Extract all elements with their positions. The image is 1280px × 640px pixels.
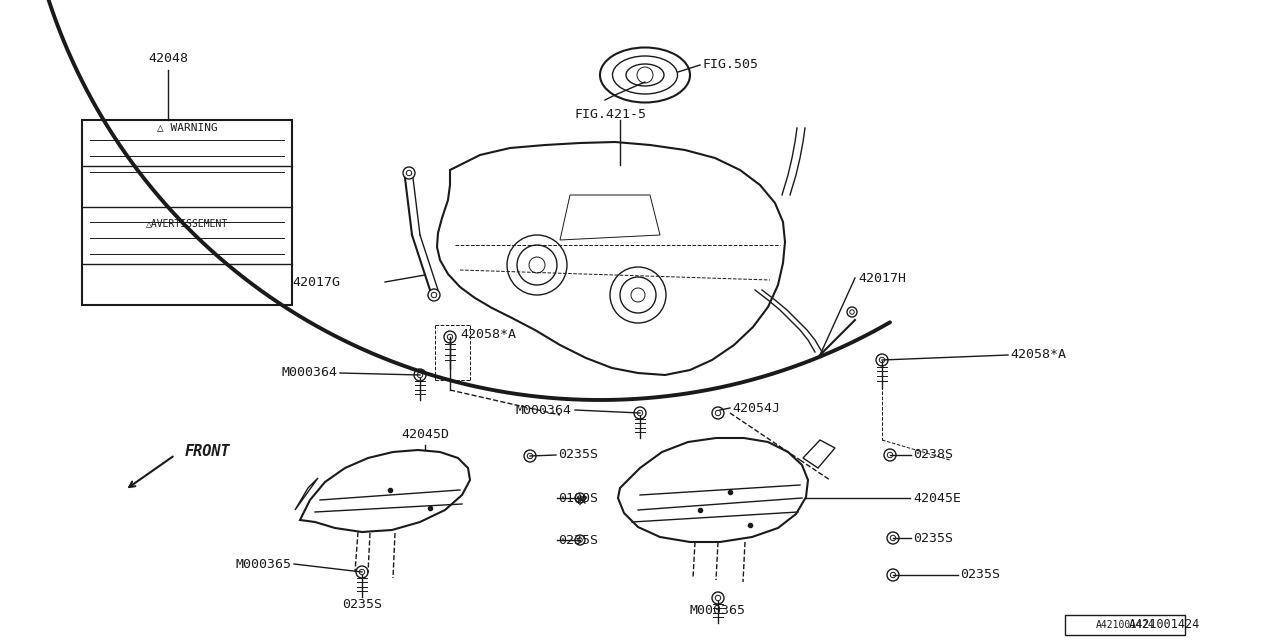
- Circle shape: [634, 407, 646, 419]
- Text: 42048: 42048: [148, 51, 188, 65]
- Text: 0235S: 0235S: [342, 598, 381, 611]
- Text: 0235S: 0235S: [558, 449, 598, 461]
- Circle shape: [360, 570, 365, 575]
- Text: FRONT: FRONT: [186, 445, 230, 460]
- Circle shape: [413, 369, 426, 381]
- Circle shape: [891, 572, 896, 578]
- Text: 42058*A: 42058*A: [1010, 349, 1066, 362]
- Circle shape: [887, 452, 892, 458]
- Circle shape: [575, 535, 585, 545]
- Polygon shape: [803, 440, 835, 468]
- Polygon shape: [294, 478, 317, 510]
- Circle shape: [847, 307, 858, 317]
- Circle shape: [637, 67, 653, 83]
- Circle shape: [879, 357, 884, 363]
- Text: FIG.505: FIG.505: [703, 58, 759, 72]
- Circle shape: [716, 410, 721, 416]
- Circle shape: [406, 170, 412, 176]
- Text: 0235S: 0235S: [558, 534, 598, 547]
- Polygon shape: [1065, 615, 1185, 635]
- Text: M000365: M000365: [236, 557, 292, 570]
- Text: 0238S: 0238S: [913, 449, 954, 461]
- Circle shape: [611, 267, 666, 323]
- Circle shape: [716, 595, 721, 601]
- Circle shape: [431, 292, 436, 298]
- Circle shape: [891, 535, 896, 541]
- Text: 42045E: 42045E: [913, 492, 961, 504]
- Text: △AVERTISSEMENT: △AVERTISSEMENT: [146, 218, 228, 228]
- Text: 0100S: 0100S: [558, 492, 598, 504]
- Circle shape: [507, 235, 567, 295]
- Text: 42017H: 42017H: [858, 271, 906, 285]
- Circle shape: [577, 538, 582, 542]
- Circle shape: [712, 592, 724, 604]
- Circle shape: [444, 331, 456, 343]
- Text: M000364: M000364: [282, 367, 338, 380]
- Circle shape: [575, 493, 585, 503]
- Circle shape: [524, 450, 536, 462]
- Text: M000364: M000364: [516, 403, 572, 417]
- Polygon shape: [82, 120, 292, 305]
- Polygon shape: [618, 438, 808, 542]
- Circle shape: [631, 288, 645, 302]
- Circle shape: [529, 257, 545, 273]
- Circle shape: [620, 277, 657, 313]
- Circle shape: [884, 449, 896, 461]
- Text: 42054J: 42054J: [732, 401, 780, 415]
- Circle shape: [447, 334, 453, 340]
- Text: 0235S: 0235S: [913, 531, 954, 545]
- Circle shape: [577, 496, 582, 500]
- Text: 42017G: 42017G: [292, 275, 340, 289]
- Text: 42058*A: 42058*A: [460, 328, 516, 342]
- Text: 0235S: 0235S: [960, 568, 1000, 582]
- Circle shape: [527, 453, 532, 459]
- Circle shape: [850, 310, 854, 314]
- Circle shape: [417, 372, 422, 378]
- Text: A421001424: A421001424: [1129, 618, 1201, 632]
- Ellipse shape: [600, 47, 690, 102]
- Ellipse shape: [626, 64, 664, 86]
- Text: A421001424: A421001424: [1096, 620, 1155, 630]
- Circle shape: [637, 410, 643, 416]
- Ellipse shape: [613, 56, 677, 94]
- Circle shape: [356, 566, 369, 578]
- Text: M000365: M000365: [690, 604, 746, 616]
- Circle shape: [712, 407, 724, 419]
- Circle shape: [403, 167, 415, 179]
- Polygon shape: [436, 142, 785, 375]
- Circle shape: [887, 532, 899, 544]
- Circle shape: [517, 245, 557, 285]
- Circle shape: [428, 289, 440, 301]
- Circle shape: [876, 354, 888, 366]
- Text: 42045D: 42045D: [401, 429, 449, 442]
- Polygon shape: [561, 195, 660, 240]
- Circle shape: [887, 569, 899, 581]
- Text: △ WARNING: △ WARNING: [156, 122, 218, 132]
- Polygon shape: [300, 450, 470, 532]
- Text: FIG.421-5: FIG.421-5: [575, 109, 646, 122]
